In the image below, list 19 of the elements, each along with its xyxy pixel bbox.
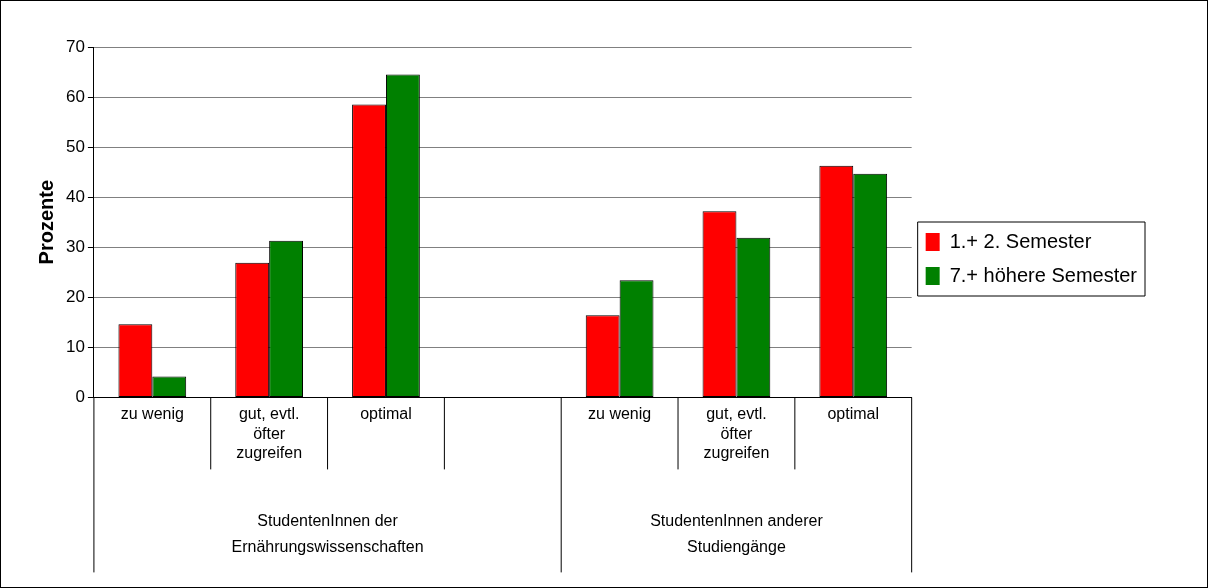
x-tick-label: optimal xyxy=(827,405,880,423)
y-tick-label: 0 xyxy=(75,387,85,407)
text: StudentenInnen der Ernährungswissenschaften xyxy=(231,511,424,555)
x-tick-label: gut, evtl. öfter zugreifen xyxy=(236,405,303,461)
y-tick-label: 50 xyxy=(65,136,85,156)
legend-label: 7.+ höhere Semester xyxy=(949,263,1138,286)
x-tick-label: zu wenig xyxy=(588,405,652,423)
legend-label: 1.+ 2. Semester xyxy=(949,229,1092,252)
x-tick-label: optimal xyxy=(360,405,412,423)
y-tick-label: 40 xyxy=(65,186,85,206)
y-tick-label: 10 xyxy=(65,337,85,357)
x-tick-label: zu wenig xyxy=(120,405,184,423)
x-tick-label: gut, evtl. öfter zugreifen xyxy=(703,405,770,461)
y-tick-label: 60 xyxy=(65,86,85,106)
y-tick-label: 30 xyxy=(65,236,85,256)
text: StudentenInnen anderer Studiengänge xyxy=(650,511,824,555)
y-tick-label: 20 xyxy=(65,286,85,306)
y-tick-label: 70 xyxy=(65,36,85,56)
y-axis-title: Prozente xyxy=(34,179,57,265)
